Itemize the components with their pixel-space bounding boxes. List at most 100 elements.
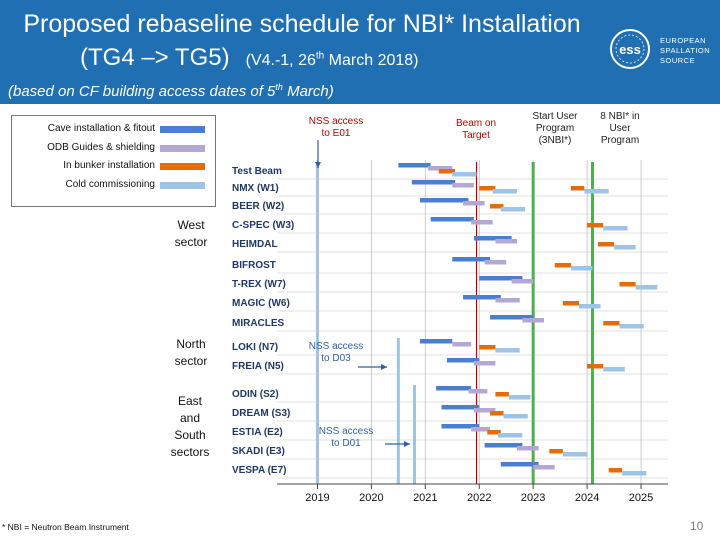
logo-line-1: EUROPEAN — [660, 36, 707, 45]
sector-north-line1: North — [176, 337, 206, 351]
milestone-label: to E01 — [322, 128, 351, 139]
gantt-bar-bunker — [587, 364, 604, 369]
sector-label-east-south: East and South sectors — [166, 393, 214, 461]
gantt-bar-cold — [619, 324, 644, 329]
gantt-bar-odb — [484, 260, 507, 265]
footnote: * NBI = Neutron Beam Instrument — [2, 522, 129, 532]
gantt-bar-cave — [473, 236, 512, 241]
sector-west-line2: sector — [174, 235, 208, 249]
sector-east-line4: sectors — [170, 445, 210, 459]
gantt-bar-cold — [579, 304, 601, 309]
legend-swatch-cave — [160, 126, 205, 133]
sector-east-line2: and — [179, 411, 201, 425]
gantt-bar-cave — [441, 405, 480, 410]
legend-label-odb: ODB Guides & shielding — [47, 142, 155, 153]
gantt-bar-cold — [603, 226, 628, 231]
instrument-label: T-REX (W7) — [232, 279, 286, 290]
gantt-bar-bunker — [570, 186, 585, 191]
ess-logo-icon: ess — [610, 29, 650, 69]
gantt-bar-cave — [452, 257, 491, 262]
logo-line-2: SPALLATION — [660, 46, 711, 55]
gantt-bar-cold — [584, 189, 609, 194]
legend-label-cave: Cave installation & fitout — [47, 123, 155, 134]
milestone-label: NSS access — [319, 426, 373, 437]
gantt-bar-cold — [570, 266, 593, 271]
gantt-bar-bunker — [487, 430, 501, 435]
gantt-bar-cave — [436, 386, 472, 391]
gantt-bar-bunker — [619, 282, 636, 287]
gantt-bar-odb — [471, 220, 493, 225]
page-title: Proposed rebaseline schedule for NBI* In… — [23, 10, 581, 38]
version-text: (V4.-1, 26 — [245, 52, 316, 69]
gantt-bar-cave — [484, 443, 523, 448]
chart-gridlines — [277, 160, 668, 484]
gantt-bar-odb — [452, 342, 472, 347]
logo-wordmark: EUROPEAN SPALLATION SOURCE — [660, 36, 710, 66]
gantt-bar-cave — [500, 462, 539, 467]
instrument-label: FREIA (N5) — [232, 361, 284, 372]
milestone-label: NSS access — [309, 116, 363, 127]
gantt-bar-cold — [508, 395, 531, 400]
instrument-label: MAGIC (W6) — [232, 298, 290, 309]
annotation-arrowhead — [315, 162, 321, 168]
milestone-label: Program — [601, 135, 639, 146]
milestone-label: Beam on — [456, 118, 496, 129]
x-tick-label: 2019 — [305, 492, 329, 504]
subtitle-note: (based on CF building access dates of 5t… — [8, 82, 334, 100]
sector-label-north: North sector — [170, 336, 212, 370]
x-tick-label: 2025 — [629, 492, 653, 504]
header-banner — [0, 0, 720, 104]
x-tick-label: 2023 — [521, 492, 545, 504]
gantt-bar-bunker — [479, 186, 496, 191]
gantt-bar-cold — [495, 348, 520, 353]
gantt-bar-odb — [495, 239, 517, 244]
instrument-label: LOKI (N7) — [232, 342, 278, 353]
gantt-bar-bunker — [490, 204, 504, 209]
instrument-label: C-SPEC (W3) — [232, 220, 294, 231]
gantt-bar-odb — [428, 166, 453, 171]
gantt-bar-cold — [498, 433, 523, 438]
gantt-bar-bunker — [549, 449, 563, 454]
instrument-label: VESPA (E7) — [232, 465, 286, 476]
instrument-label: DREAM (S3) — [232, 408, 290, 419]
chart-legend: Cave installation & fitout ODB Guides & … — [11, 115, 216, 207]
annotation-arrowhead — [381, 364, 387, 370]
gantt-bar-odb — [511, 279, 534, 284]
gantt-bar-odb — [533, 465, 555, 470]
chart-milestones — [315, 162, 594, 484]
gantt-bar-odb — [495, 298, 520, 303]
milestone-label: (3NBI*) — [539, 135, 572, 146]
gantt-bar-bunker — [608, 468, 623, 473]
logo-mark: ess — [619, 42, 641, 57]
logo-line-3: SOURCE — [660, 56, 696, 65]
instrument-label: MIRACLES — [232, 318, 285, 329]
gantt-bar-cold — [452, 172, 477, 177]
version-label: (V4.-1, 26th March 2018) — [245, 50, 419, 69]
gantt-bar-bunker — [587, 223, 604, 228]
x-tick-label: 2021 — [413, 492, 437, 504]
gantt-bar-odb — [522, 318, 544, 323]
tg-label: (TG4 –> TG5) — [80, 44, 230, 71]
instrument-label: ODIN (S2) — [232, 389, 279, 400]
gantt-bar-cold — [492, 189, 517, 194]
gantt-bar-cave — [441, 424, 480, 429]
gantt-bar-odb — [471, 427, 491, 432]
x-tick-label: 2024 — [575, 492, 599, 504]
instrument-label: NMX (W1) — [232, 183, 279, 194]
chart-x-axis: 2019 2020 2021 2022 2023 2024 2025 — [277, 483, 668, 504]
sector-label-west: West sector — [170, 217, 212, 251]
gantt-bar-odb — [463, 201, 485, 206]
legend-label-bunker: In bunker installation — [63, 160, 155, 171]
version-end: March 2018) — [324, 52, 419, 69]
chart-bars — [398, 163, 658, 476]
version-sup: th — [315, 50, 325, 62]
gantt-bar-bunker — [479, 345, 496, 350]
gantt-bar-cave — [463, 295, 501, 300]
instrument-label: Test Beam — [232, 166, 282, 177]
gantt-bar-bunker — [438, 169, 455, 174]
sector-east-line3: South — [174, 428, 206, 442]
gantt-bar-odb — [516, 446, 539, 451]
x-tick-label: 2020 — [359, 492, 383, 504]
gantt-bar-cave — [398, 163, 431, 168]
